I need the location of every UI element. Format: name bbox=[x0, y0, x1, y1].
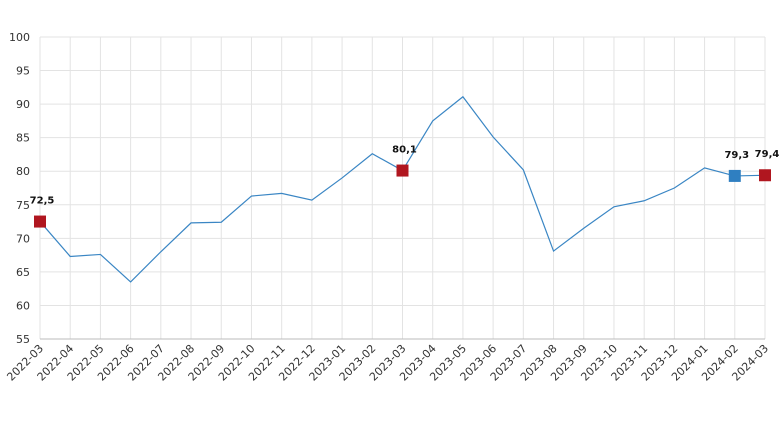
y-tick-label: 100 bbox=[9, 31, 30, 44]
value-label: 72,5 bbox=[30, 196, 55, 207]
y-tick-label: 70 bbox=[16, 232, 30, 245]
value-label: 79,4 bbox=[755, 149, 780, 160]
value-label: 80,1 bbox=[392, 145, 417, 156]
marker bbox=[34, 215, 46, 228]
y-tick-label: 75 bbox=[16, 199, 30, 212]
marker bbox=[759, 169, 771, 182]
value-label: 79,3 bbox=[724, 150, 749, 161]
marker bbox=[396, 164, 409, 177]
y-tick-label: 85 bbox=[16, 132, 30, 145]
y-tick-label: 80 bbox=[16, 165, 30, 178]
y-tick-label: 60 bbox=[16, 299, 30, 312]
y-tick-label: 65 bbox=[16, 266, 30, 279]
y-tick-label: 55 bbox=[16, 333, 30, 346]
y-tick-label: 95 bbox=[16, 65, 30, 78]
marker bbox=[728, 169, 741, 182]
y-tick-label: 90 bbox=[16, 98, 30, 111]
